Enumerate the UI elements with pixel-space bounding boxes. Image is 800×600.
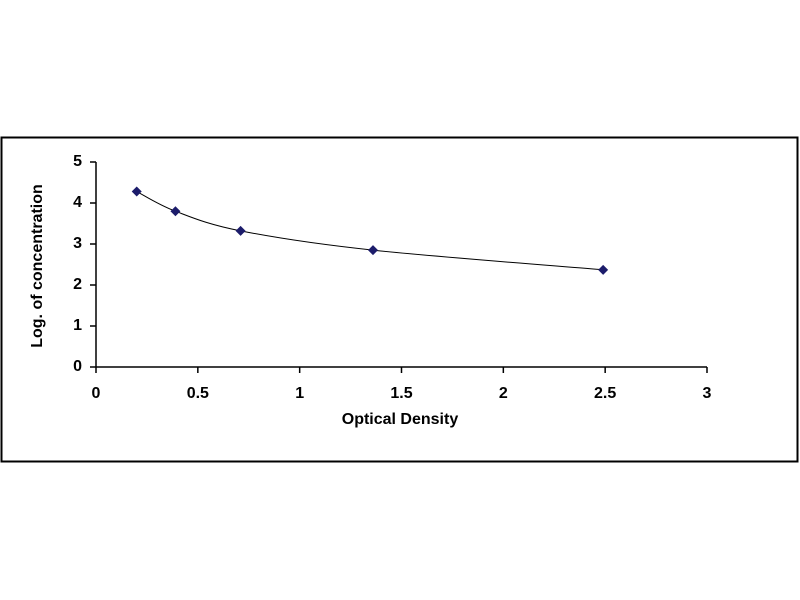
data-point [170,206,181,217]
data-point [598,264,609,275]
x-axis-title: Optical Density [342,411,459,428]
x-tick-label: 1.5 [390,385,412,402]
y-tick-label: 5 [73,153,82,170]
x-tick-label: 2.5 [594,385,616,402]
x-tick-label: 0.5 [187,385,209,402]
x-tick-label: 2 [499,385,508,402]
y-tick-label: 1 [73,317,82,334]
x-tick-label: 3 [703,385,712,402]
y-tick-label: 3 [73,235,82,252]
y-tick-label: 4 [73,194,82,211]
data-point [235,225,246,236]
y-tick-label: 2 [73,276,82,293]
x-tick-label: 1 [295,385,304,402]
y-tick-label: 0 [73,358,82,375]
data-point [131,186,142,197]
y-axis-title: Log. of concentration [29,184,46,348]
x-tick-label: 0 [92,385,101,402]
data-point [367,245,378,256]
